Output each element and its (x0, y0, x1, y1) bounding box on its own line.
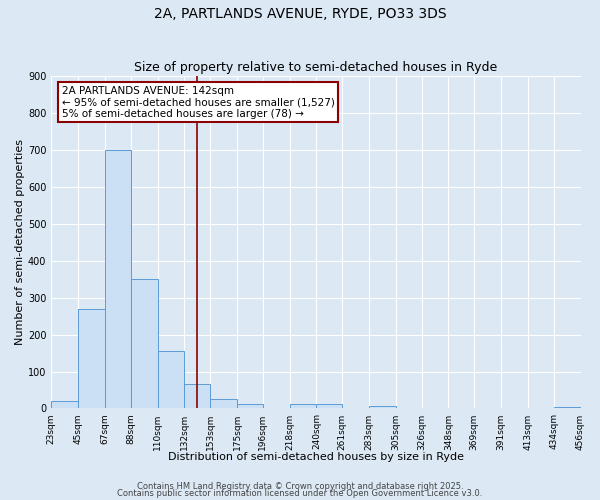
Text: Contains public sector information licensed under the Open Government Licence v3: Contains public sector information licen… (118, 490, 482, 498)
Title: Size of property relative to semi-detached houses in Ryde: Size of property relative to semi-detach… (134, 62, 497, 74)
Text: 2A PARTLANDS AVENUE: 142sqm
← 95% of semi-detached houses are smaller (1,527)
5%: 2A PARTLANDS AVENUE: 142sqm ← 95% of sem… (62, 86, 335, 119)
Bar (316, 404, 342, 408)
Bar (184, 384, 210, 408)
Bar (369, 406, 396, 408)
Bar (290, 404, 316, 408)
Bar (105, 150, 131, 408)
Bar (237, 404, 263, 408)
X-axis label: Distribution of semi-detached houses by size in Ryde: Distribution of semi-detached houses by … (168, 452, 464, 462)
Text: 2A, PARTLANDS AVENUE, RYDE, PO33 3DS: 2A, PARTLANDS AVENUE, RYDE, PO33 3DS (154, 8, 446, 22)
Y-axis label: Number of semi-detached properties: Number of semi-detached properties (15, 139, 25, 345)
Bar (210, 399, 237, 408)
Bar (158, 351, 184, 408)
Bar (78, 308, 105, 408)
Bar (131, 279, 158, 408)
Text: Contains HM Land Registry data © Crown copyright and database right 2025.: Contains HM Land Registry data © Crown c… (137, 482, 463, 491)
Bar (51, 401, 78, 408)
Bar (554, 406, 581, 408)
